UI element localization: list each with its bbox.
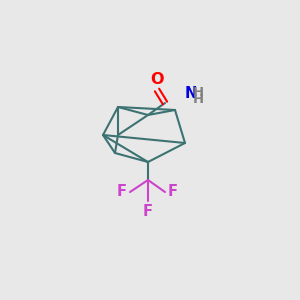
Text: H: H: [193, 86, 204, 99]
Text: H: H: [193, 93, 204, 106]
Text: F: F: [143, 204, 153, 219]
Text: N: N: [185, 86, 197, 101]
Text: F: F: [117, 184, 127, 200]
Text: F: F: [168, 184, 178, 200]
Text: O: O: [150, 72, 164, 87]
